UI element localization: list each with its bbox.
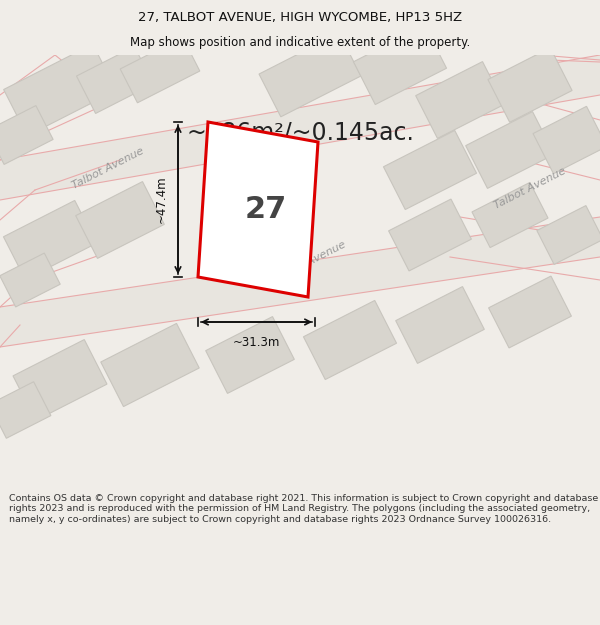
- Text: Contains OS data © Crown copyright and database right 2021. This information is : Contains OS data © Crown copyright and d…: [9, 494, 598, 524]
- Polygon shape: [4, 201, 97, 279]
- Polygon shape: [0, 253, 60, 307]
- Polygon shape: [416, 62, 505, 138]
- Polygon shape: [488, 48, 572, 122]
- Polygon shape: [0, 106, 53, 164]
- Text: Talbot Avenue: Talbot Avenue: [70, 146, 146, 191]
- Polygon shape: [76, 182, 164, 258]
- Polygon shape: [353, 26, 446, 104]
- Polygon shape: [120, 37, 200, 103]
- Text: Map shows position and indicative extent of the property.: Map shows position and indicative extent…: [130, 36, 470, 49]
- Polygon shape: [0, 217, 600, 347]
- Polygon shape: [383, 131, 476, 209]
- Text: talbot Avenue: talbot Avenue: [273, 240, 347, 284]
- Polygon shape: [4, 44, 116, 136]
- Polygon shape: [395, 287, 484, 363]
- Polygon shape: [304, 301, 397, 379]
- Polygon shape: [101, 323, 199, 407]
- Polygon shape: [488, 276, 571, 348]
- Polygon shape: [533, 106, 600, 174]
- Polygon shape: [466, 112, 554, 188]
- Polygon shape: [537, 206, 600, 264]
- Polygon shape: [206, 317, 295, 393]
- Polygon shape: [0, 55, 600, 200]
- Text: ~31.3m: ~31.3m: [233, 336, 280, 349]
- Polygon shape: [259, 33, 361, 117]
- Text: 27, TALBOT AVENUE, HIGH WYCOMBE, HP13 5HZ: 27, TALBOT AVENUE, HIGH WYCOMBE, HP13 5H…: [138, 11, 462, 24]
- Text: ~586m²/~0.145ac.: ~586m²/~0.145ac.: [186, 120, 414, 144]
- Polygon shape: [472, 182, 548, 248]
- Text: ~47.4m: ~47.4m: [155, 176, 168, 223]
- Polygon shape: [198, 122, 318, 297]
- Polygon shape: [0, 382, 51, 438]
- Text: 27: 27: [245, 195, 287, 224]
- Polygon shape: [77, 46, 154, 114]
- Polygon shape: [389, 199, 472, 271]
- Polygon shape: [13, 339, 107, 421]
- Text: Talbot Avenue: Talbot Avenue: [493, 166, 568, 211]
